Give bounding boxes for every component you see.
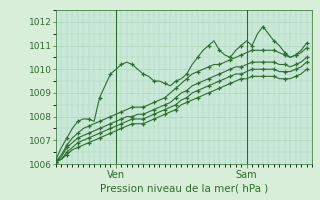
X-axis label: Pression niveau de la mer( hPa ): Pression niveau de la mer( hPa ) [100, 184, 268, 194]
